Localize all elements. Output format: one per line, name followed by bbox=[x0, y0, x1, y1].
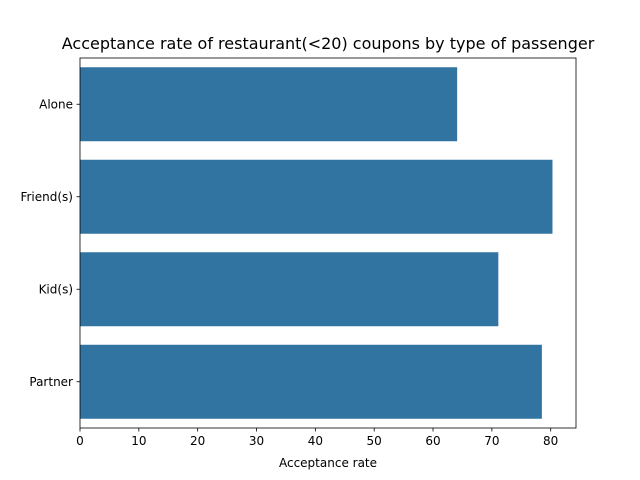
bar-kid-s bbox=[80, 252, 499, 327]
x-axis-label: Acceptance rate bbox=[279, 456, 377, 470]
bars-group bbox=[80, 67, 553, 419]
bar-alone bbox=[80, 67, 458, 142]
x-tick-label: 20 bbox=[190, 434, 205, 448]
y-tick-label: Kid(s) bbox=[39, 282, 73, 296]
x-tick-label: 70 bbox=[484, 434, 499, 448]
y-tick-label: Partner bbox=[29, 375, 73, 389]
x-tick-label: 40 bbox=[308, 434, 323, 448]
chart-title: Acceptance rate of restaurant(<20) coupo… bbox=[62, 34, 595, 53]
y-tick-label: Alone bbox=[39, 97, 73, 111]
y-axis-ticks: Alone Friend(s) Kid(s) Partner bbox=[20, 97, 80, 389]
bar-partner bbox=[80, 344, 542, 419]
plot-frame bbox=[79, 57, 577, 429]
x-tick-label: 60 bbox=[425, 434, 440, 448]
x-tick-label: 10 bbox=[131, 434, 146, 448]
y-tick-label: Friend(s) bbox=[20, 190, 73, 204]
x-tick-label: 50 bbox=[367, 434, 382, 448]
x-axis-ticks: 0 10 20 30 40 50 60 70 80 bbox=[76, 428, 558, 448]
x-tick-label: 30 bbox=[249, 434, 264, 448]
x-tick-label: 80 bbox=[543, 434, 558, 448]
x-tick-label: 0 bbox=[76, 434, 84, 448]
bar-friend-s bbox=[80, 159, 553, 234]
